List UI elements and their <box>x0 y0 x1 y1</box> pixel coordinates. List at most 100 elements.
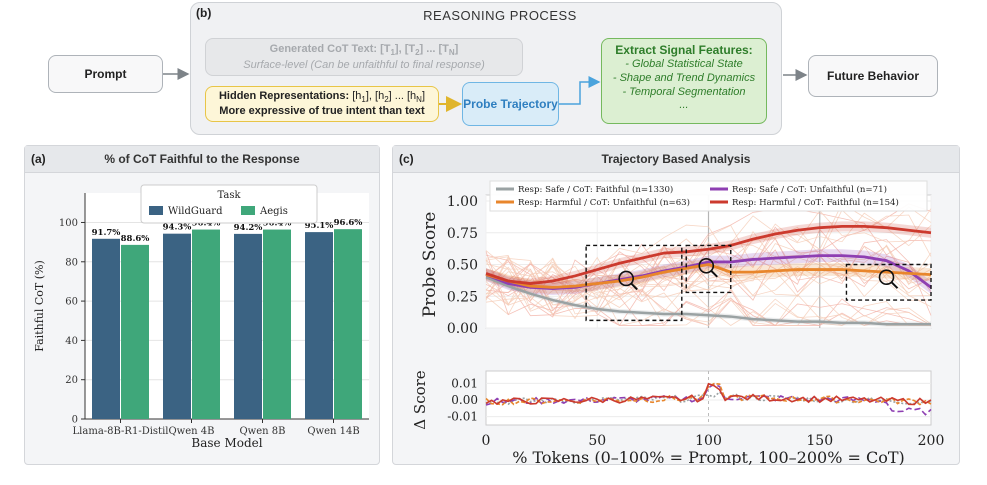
delta-series-line <box>485 382 932 406</box>
magnifier-icon <box>878 269 899 289</box>
bar-xlabel: Base Model <box>191 436 262 450</box>
bar-ytick-label: 80 <box>65 257 78 268</box>
bar-xtick-label: Qwen 4B <box>168 426 214 437</box>
xtick-label: 150 <box>806 433 833 449</box>
bar-wildguard <box>163 233 191 419</box>
probe-ytick-label: 0.75 <box>447 226 478 242</box>
cot-text-line2: Surface-level (Can be unfaithful to fina… <box>243 59 485 72</box>
bar-ytick-label: 20 <box>65 375 78 386</box>
bar-value-label: 94.2% <box>234 223 263 233</box>
probe-ytick-label: 0.50 <box>447 258 478 274</box>
extract-item: - Temporal Segmentation <box>622 86 746 98</box>
bar-xtick-label: Qwen 14B <box>307 426 359 437</box>
xtick-label: 50 <box>588 433 606 449</box>
individual-trajectory <box>485 208 932 312</box>
trajectory-legend-frame <box>489 180 928 212</box>
diagram-arrows <box>163 68 808 112</box>
delta-ylabel: Δ Score <box>411 370 429 429</box>
probe-ylabel: Probe Score <box>420 212 440 318</box>
bar-value-label: 94.3% <box>163 223 192 233</box>
trajectory-chart: 0.00 0.25 0.50 0.75 1.00 0.01 0.00 -0.01 0 50 100 1… <box>411 180 945 465</box>
bar-ytick-label: 60 <box>65 297 78 308</box>
trajectory-legend: Resp: Safe / CoT: Faithful (n=1330) Resp:… <box>489 180 928 212</box>
trajectory-xlabel: % Tokens (0–100% = Prompt, 100–200% = Co… <box>512 448 905 465</box>
magnifier-lens <box>698 257 715 274</box>
bar-legend-label: Aegis <box>259 206 288 217</box>
bar-ytick-label: 0 <box>72 415 78 426</box>
bar-xtick-label: Qwen 8B <box>239 426 285 437</box>
panel-c-header: (c) Trajectory Based Analysis <box>393 146 959 173</box>
trajectory-legend-label: Resp: Harmful / CoT: Faithful (n=154) <box>732 197 899 208</box>
bar-legend-title: Task <box>217 190 241 201</box>
extract-item: - Global Statistical State <box>625 58 743 70</box>
hidden-representations-box: Hidden Representations: [h1], [h2] ... [… <box>205 86 439 122</box>
panel-a-tag: (a) <box>31 152 46 166</box>
bar-value-label: 96.4% <box>192 219 221 229</box>
extract-item: - Shape and Trend Dynamics <box>612 72 756 84</box>
probe-series-line <box>485 225 932 285</box>
arrow-probe <box>559 76 601 105</box>
bar-aegis <box>192 229 220 419</box>
bar-legend-label: WildGuard <box>168 206 223 217</box>
extract-features-title: Extract Signal Features: <box>615 43 753 57</box>
bar-ytick-label: 100 <box>59 218 78 229</box>
delta-series-line <box>485 390 932 406</box>
bar-ytick-label: 40 <box>65 336 78 347</box>
bar-legend-swatch <box>241 206 255 215</box>
bar-legend-frame <box>140 184 318 224</box>
panel-a-title: % of CoT Faithful to the Response <box>104 152 300 166</box>
individual-trajectory <box>485 245 932 315</box>
panel-a-header: (a) % of CoT Faithful to the Response <box>25 146 379 173</box>
prompt-box: Prompt <box>48 55 163 93</box>
individual-trajectory <box>485 212 932 300</box>
xtick-label: 200 <box>918 433 945 449</box>
panel-c-title: Trajectory Based Analysis <box>601 152 751 166</box>
hidden-line2: More expressive of true intent than text <box>219 105 425 118</box>
bar-ylabel: Faithful CoT (%) <box>33 260 46 352</box>
individual-trajectory <box>485 244 932 315</box>
highlight-box <box>685 244 732 294</box>
bar-aegis <box>263 229 291 419</box>
magnifier-icon <box>698 257 718 278</box>
bar-legend: Task WildGuard Aegis <box>140 184 318 224</box>
magnifier-lens <box>618 270 634 287</box>
hidden-line1: Hidden Representations: [h1], [h2] ... [… <box>218 90 426 105</box>
reasoning-process-title: REASONING PROCESS <box>423 8 577 23</box>
cot-text-box: Generated CoT Text: [T1], [T2] ... [TN] … <box>205 38 523 76</box>
bar-xtick-label: Llama-8B-R1-Distil <box>73 426 169 437</box>
magnifier-handle <box>890 281 899 289</box>
panel-a: (a) % of CoT Faithful to the Response 0 2… <box>24 145 380 465</box>
probe-series-line <box>485 263 932 289</box>
future-behavior-label: Future Behavior <box>826 69 919 83</box>
highlight-box <box>845 263 932 301</box>
probe-ytick-label: 0.00 <box>447 321 478 337</box>
reasoning-process-tag: (b) <box>196 6 212 20</box>
magnifier-lens <box>878 269 895 285</box>
bar-value-label: 91.7% <box>92 228 121 238</box>
xtick-label: 100 <box>695 433 722 449</box>
magnifier-handle <box>710 270 718 278</box>
probe-ytick-label: 0.25 <box>447 289 478 305</box>
trajectory-legend-label: Resp: Safe / CoT: Unfaithful (n=71) <box>732 184 887 195</box>
bar-value-label: 96.6% <box>334 218 363 228</box>
individual-trajectory <box>485 242 932 306</box>
bar-aegis <box>121 244 149 419</box>
probe-series-line <box>485 276 931 326</box>
probe-trajectory-box: Probe Trajectory <box>462 82 559 126</box>
xtick-label: 0 <box>482 433 491 449</box>
bar-wildguard <box>305 232 333 419</box>
bar-value-label: 95.1% <box>305 221 334 231</box>
bar-value-label: 88.6% <box>121 234 150 244</box>
individual-trajectory <box>485 243 932 308</box>
panel-c-tag: (c) <box>399 152 414 166</box>
individual-trajectory <box>485 250 931 327</box>
prompt-label: Prompt <box>84 67 127 81</box>
trajectory-legend-label: Resp: Safe / CoT: Faithful (n=1330) <box>518 184 673 195</box>
bar-wildguard <box>92 238 120 419</box>
bar-legend-swatch <box>149 206 163 215</box>
individual-trajectory <box>485 245 932 302</box>
individual-trajectory <box>485 203 932 306</box>
probe-trajectory-label: Probe Trajectory <box>463 97 558 111</box>
bar-aegis <box>334 229 362 419</box>
bar-chart: 0 20 40 60 80 100 91.7%88.6% Llama-8B-R1-Distil… <box>33 184 369 450</box>
